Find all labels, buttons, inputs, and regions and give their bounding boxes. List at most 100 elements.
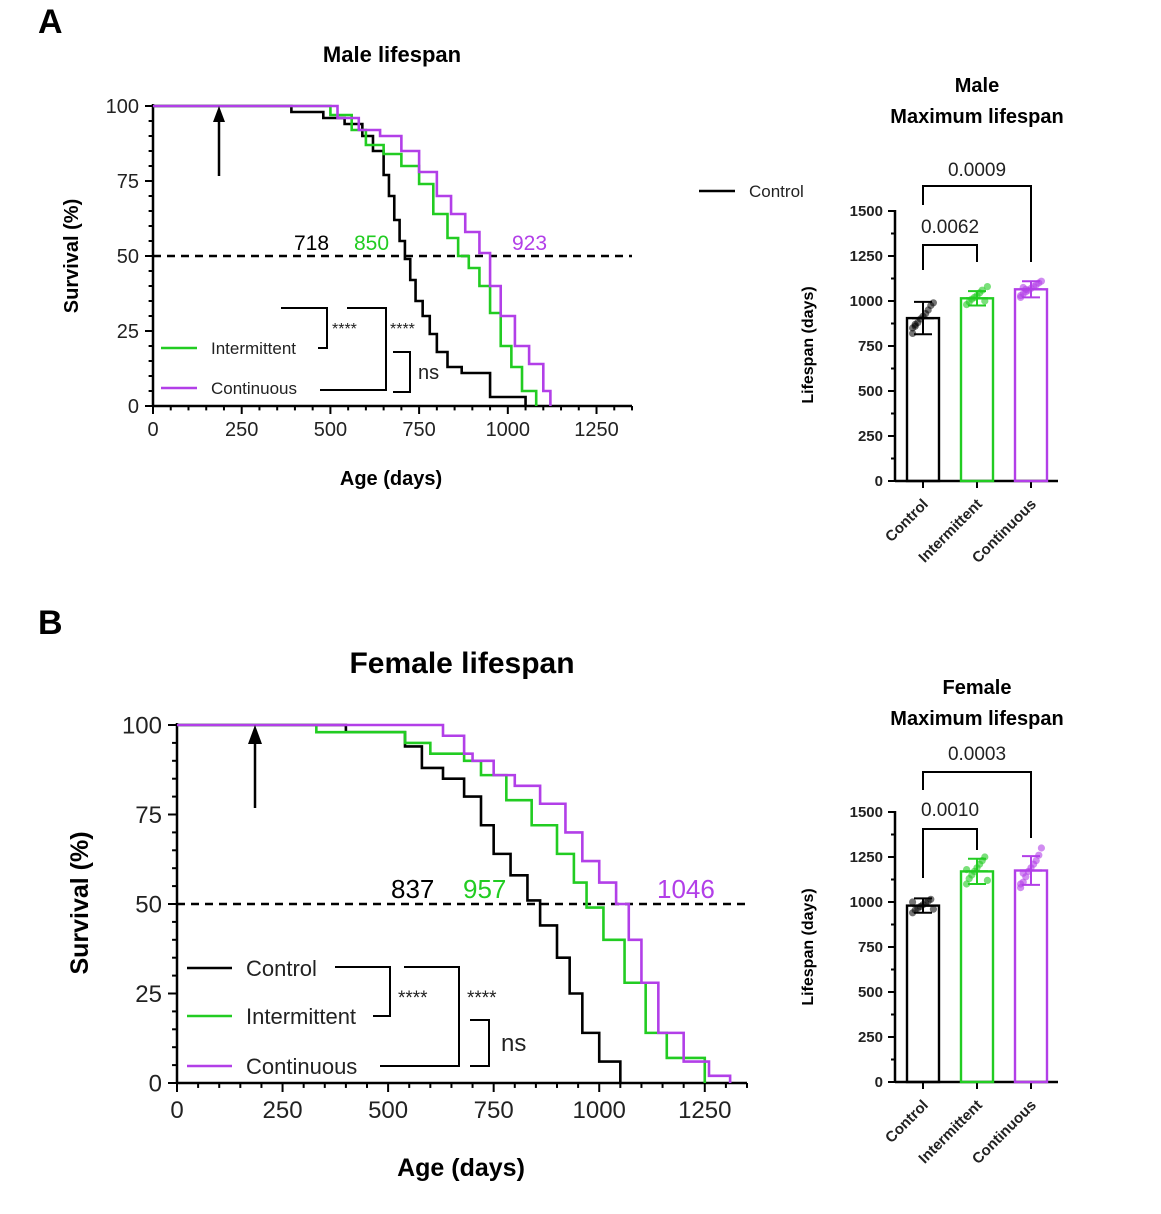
- female-bar-significance: 0.0010 0.0003: [921, 744, 1032, 878]
- female-stars-control-vs-continuous: ****: [467, 988, 497, 1009]
- male-x-tick-label: 0: [147, 419, 158, 441]
- female-survival-xlabel: Age (days): [397, 1154, 525, 1182]
- female-x-tick-label: 1250: [678, 1097, 731, 1124]
- male-p-value-intermittent: 0.0062: [921, 217, 979, 238]
- female-y-tick-label: 75: [135, 802, 162, 829]
- female-median-control: 837: [391, 874, 434, 904]
- female-bar-y-tick-label: 500: [858, 984, 883, 1001]
- male-x-tick-label: 250: [225, 419, 258, 441]
- male-bar-significance: 0.0062 0.0009: [921, 160, 1032, 270]
- male-legend-control: Control: [749, 182, 804, 201]
- male-bar-continuous: [1013, 288, 1049, 483]
- male-bar-y-tick-label: 1000: [850, 293, 883, 310]
- female-bar-point: [909, 898, 917, 906]
- female-ns-label: ns: [501, 1030, 526, 1057]
- female-bar-category-label: Control: [882, 1097, 932, 1147]
- male-legend-continuous: Continuous: [211, 379, 297, 398]
- female-survival-title: Female lifespan: [349, 647, 574, 680]
- male-survival-significance: **** **** ns: [281, 307, 439, 393]
- panel-letter-a: A: [38, 3, 63, 41]
- male-y-tick-label: 100: [106, 96, 139, 118]
- male-median-intermittent: 850: [354, 232, 389, 255]
- female-x-tick-label: 0: [170, 1097, 183, 1124]
- female-y-tick-label: 50: [135, 891, 162, 918]
- female-bar-axes: 0250500750100012501500ControlIntermitten…: [850, 804, 1058, 1168]
- female-bar-point: [1037, 844, 1045, 852]
- male-bar-ylabel: Lifespan (days): [800, 286, 817, 403]
- female-survival-ylabel: Survival (%): [66, 831, 94, 974]
- male-stars-control-vs-intermittent: ****: [332, 321, 357, 338]
- male-x-tick-label: 1000: [486, 419, 531, 441]
- male-median-continuous: 923: [512, 232, 547, 255]
- male-p-value-continuous: 0.0009: [948, 160, 1006, 181]
- male-survival-title: Male lifespan: [323, 42, 461, 67]
- male-bar-y-tick-label: 500: [858, 383, 883, 400]
- male-stars-control-vs-continuous: ****: [390, 321, 415, 338]
- male-survival-ylabel: Survival (%): [61, 199, 83, 313]
- female-survival-legend: Control Intermittent Continuous: [187, 956, 357, 1079]
- male-legend-intermittent: Intermittent: [211, 339, 296, 358]
- male-max-lifespan-chart: Male Maximum lifespan Lifespan (days) 0 2…: [800, 75, 1064, 567]
- male-y-tick-label: 75: [117, 171, 139, 193]
- male-bar-y-tick-label: 750: [858, 338, 883, 355]
- panel-letter-b: B: [38, 604, 63, 642]
- male-ns-label: ns: [418, 362, 439, 384]
- female-x-tick-label: 500: [368, 1097, 408, 1124]
- female-bar-point: [1032, 857, 1040, 865]
- male-bar-title-line2: Maximum lifespan: [890, 106, 1063, 128]
- female-y-tick-label: 25: [135, 981, 162, 1008]
- male-survival-xlabel: Age (days): [340, 468, 442, 490]
- female-bar-title-line2: Maximum lifespan: [890, 708, 1063, 730]
- female-bar-continuous: [1013, 869, 1049, 1084]
- male-bar-point: [1037, 277, 1045, 285]
- male-survival-curve-continuous: [153, 104, 552, 406]
- male-bar-axes: 0250500750100012501500ControlIntermitten…: [850, 203, 1058, 567]
- female-y-tick-label: 100: [122, 712, 162, 739]
- female-survival-curve-control: [177, 723, 622, 1083]
- male-bar-y-tick-label: 1500: [850, 203, 883, 220]
- female-bar-point: [963, 880, 971, 888]
- female-bar-intermittent: [959, 870, 995, 1084]
- female-bar-marks: [905, 844, 1049, 1084]
- female-x-tick-label: 250: [263, 1097, 303, 1124]
- female-survival-curve-continuous: [177, 723, 732, 1083]
- female-survival-significance: **** **** ns: [335, 966, 526, 1067]
- female-bar-y-tick-label: 1500: [850, 804, 883, 821]
- male-bar-y-tick-label: 250: [858, 428, 883, 445]
- female-survival-curves: [177, 723, 732, 1083]
- female-p-value-intermittent: 0.0010: [921, 800, 979, 821]
- male-x-tick-label: 1250: [574, 419, 619, 441]
- male-y-tick-label: 25: [117, 321, 139, 343]
- female-bar-y-tick-label: 1000: [850, 894, 883, 911]
- female-y-tick-label: 0: [149, 1070, 162, 1097]
- female-x-tick-label: 750: [474, 1097, 514, 1124]
- female-bar-y-tick-label: 0: [875, 1074, 883, 1091]
- female-bar-point: [983, 876, 992, 885]
- female-intervention-arrow: [248, 725, 262, 808]
- male-x-tick-label: 500: [314, 419, 347, 441]
- female-bar-control: [905, 904, 941, 1084]
- male-x-tick-label: 750: [402, 419, 435, 441]
- female-bar-title-line1: Female: [943, 677, 1012, 699]
- female-stars-control-vs-intermittent: ****: [398, 988, 428, 1009]
- female-bar-ylabel: Lifespan (days): [800, 888, 817, 1005]
- male-bar-y-tick-label: 0: [875, 473, 883, 490]
- male-y-tick-label: 50: [117, 246, 139, 268]
- female-median-continuous: 1046: [657, 874, 715, 904]
- female-legend-control: Control: [246, 956, 317, 981]
- male-bar-y-tick-label: 1250: [850, 248, 883, 265]
- male-bar-marks: [905, 277, 1049, 483]
- male-y-tick-label: 0: [128, 396, 139, 418]
- male-survival-chart: Male lifespan Survival (%) Age (days) 0 2…: [61, 42, 804, 490]
- female-x-tick-label: 1000: [573, 1097, 626, 1124]
- female-legend-intermittent: Intermittent: [246, 1004, 356, 1029]
- male-survival-legend: Intermittent Continuous Control: [161, 182, 804, 398]
- female-bar-point: [929, 905, 938, 913]
- female-bar-y-tick-label: 250: [858, 1029, 883, 1046]
- male-bar-title-line1: Male: [955, 75, 999, 97]
- male-median-control: 718: [294, 232, 329, 255]
- male-bar-control: [905, 316, 941, 483]
- male-bar-intermittent: [959, 297, 995, 483]
